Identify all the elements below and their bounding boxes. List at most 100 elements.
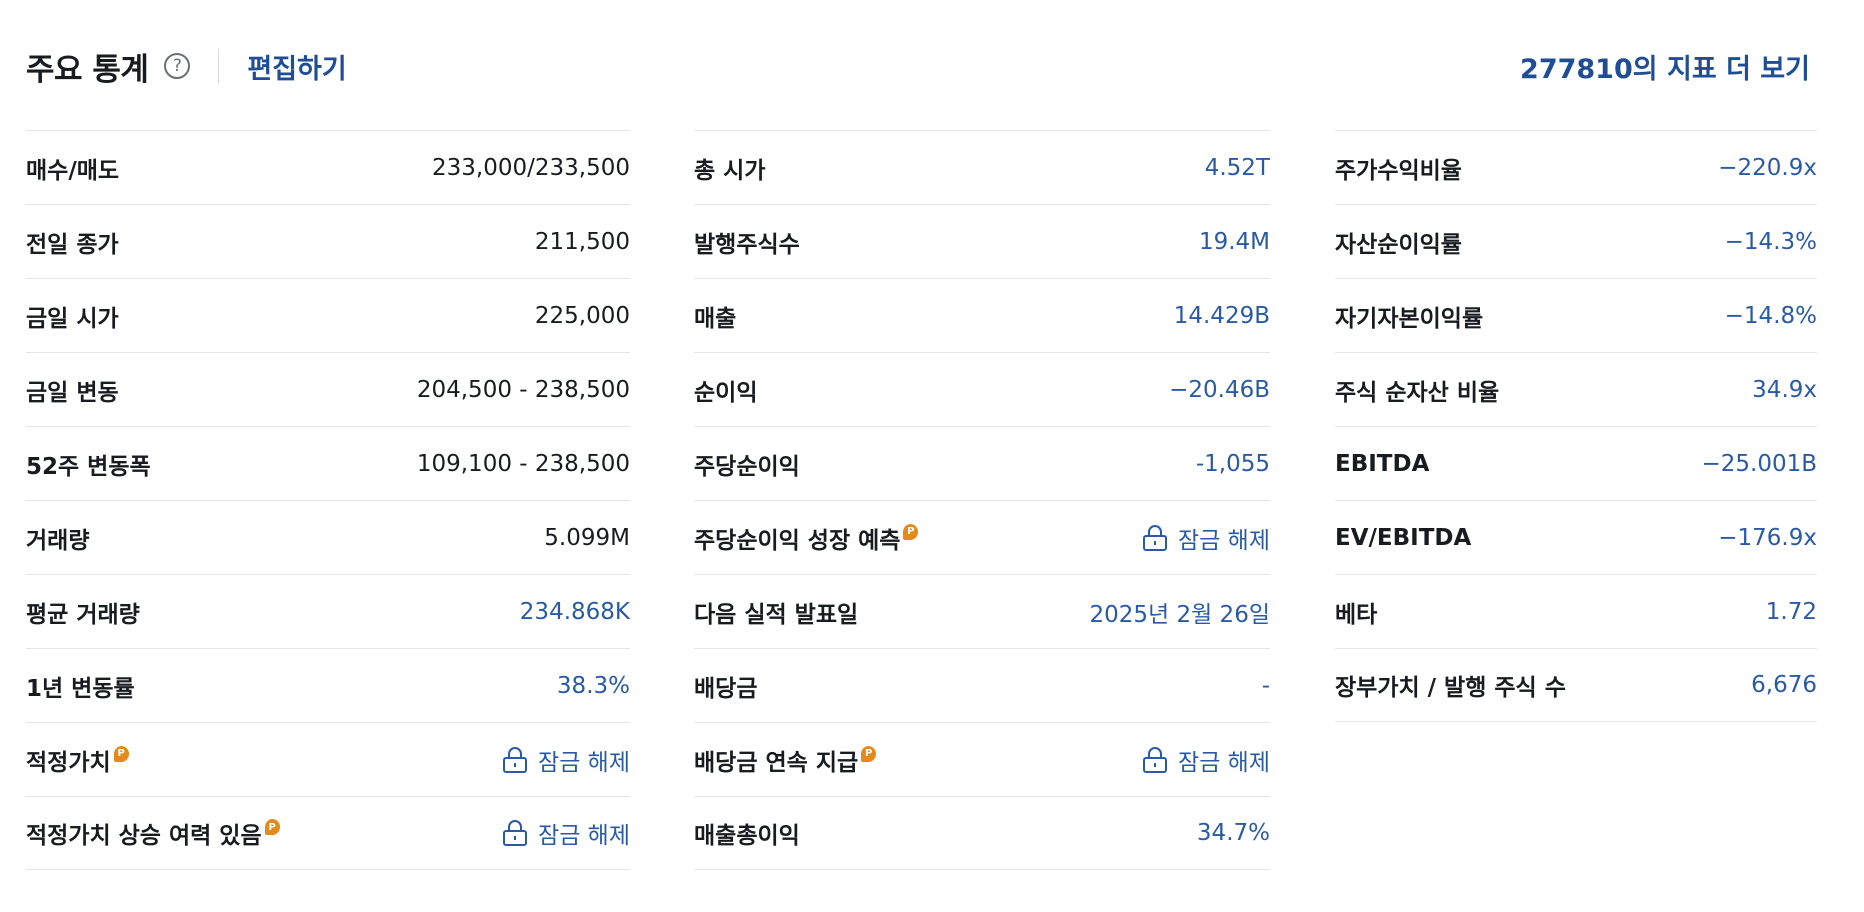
lock-icon xyxy=(1143,746,1168,773)
stat-value: 19.4M xyxy=(1199,229,1270,255)
stat-label-text: 금일 시가 xyxy=(26,305,119,332)
stat-value-text: 211,500 xyxy=(534,228,630,255)
stat-label-text: 매수/매도 xyxy=(26,157,120,184)
stat-value-text: 233,000/233,500 xyxy=(432,154,630,181)
stats-header: 주요 통계 ? 편집하기 277810의 지표 더 보기 xyxy=(26,40,1810,92)
lock-icon xyxy=(503,820,528,846)
stat-value: 5.099M xyxy=(544,525,630,551)
stat-row: 금일 시가 225,000 xyxy=(26,278,630,352)
stat-label: 매수/매도 xyxy=(26,151,119,185)
stat-row: 자산순이익률 −14.3% xyxy=(1335,204,1817,278)
stat-value-text: 34.9x xyxy=(1752,376,1817,403)
stat-label-text: 장부가치 / 발행 주식 수 xyxy=(1335,675,1566,701)
stat-label: EV/EBITDA xyxy=(1335,525,1471,551)
stat-label: 배당금 xyxy=(694,669,757,703)
stat-label-text: 순이익 xyxy=(694,379,758,406)
stat-value-text: 204,500 - 238,500 xyxy=(416,376,630,403)
stat-row: 적정가치 P 잠금 해제 xyxy=(26,722,630,796)
stat-row: 매출 14.429B xyxy=(694,278,1270,352)
stat-value-text: 225,000 xyxy=(534,302,630,329)
stat-value: 2025년 2월 26일 xyxy=(1089,595,1270,629)
stat-label: 1년 변동률 xyxy=(26,669,135,703)
stat-label: 주당순이익 xyxy=(694,447,800,481)
stat-row: 베타 1.72 xyxy=(1335,574,1817,648)
stat-value: −220.9x xyxy=(1718,155,1817,181)
stat-label: 전일 종가 xyxy=(26,225,119,259)
stat-label: 주식 순자산 비율 xyxy=(1335,373,1499,407)
stat-value-text: 4.52T xyxy=(1204,154,1270,181)
stat-value-text: 5.099M xyxy=(544,524,630,551)
unlock-link[interactable]: 잠금 해제 xyxy=(502,743,630,777)
stat-value-text: 14.429B xyxy=(1173,302,1270,329)
stat-value: 34.9x xyxy=(1752,377,1817,403)
help-icon[interactable]: ? xyxy=(164,53,191,79)
stat-label-text: 다음 실적 발표일 xyxy=(694,601,859,628)
stat-row: 주당순이익 -1,055 xyxy=(694,426,1270,500)
stat-value: 225,000 xyxy=(535,303,630,329)
stat-row: EBITDA −25.001B xyxy=(1335,426,1817,500)
stat-value: 14.429B xyxy=(1174,303,1270,329)
stat-row: 주당순이익 성장 예측 P 잠금 해제 xyxy=(694,500,1270,574)
stat-row: 발행주식수 19.4M xyxy=(694,204,1270,278)
stat-row: 순이익 −20.46B xyxy=(694,352,1270,426)
stat-row: 매출총이익 34.7% xyxy=(694,796,1270,870)
stat-value-text: −14.3% xyxy=(1724,228,1817,255)
stat-label-text: 52주 변동폭 xyxy=(26,453,151,480)
stat-value-text: 잠금 해제 xyxy=(1178,749,1270,776)
stat-value: −14.8% xyxy=(1725,303,1817,329)
stat-value-text: 2025년 2월 26일 xyxy=(1089,601,1270,628)
stat-row: 전일 종가 211,500 xyxy=(26,204,630,278)
stat-row: EV/EBITDA −176.9x xyxy=(1335,500,1817,574)
stat-value-text: 34.7% xyxy=(1196,820,1270,846)
pro-badge-icon: P xyxy=(113,745,129,762)
stat-row: 자기자본이익률 −14.8% xyxy=(1335,278,1817,352)
stat-row: 주가수익비율 −220.9x xyxy=(1335,130,1817,204)
stat-label-text: 매출 xyxy=(694,305,737,332)
unlock-link[interactable]: 잠금 해제 xyxy=(1142,521,1270,555)
stat-label: 발행주식수 xyxy=(694,225,800,259)
stat-label-text: EV/EBITDA xyxy=(1335,524,1472,551)
stat-label-text: 주당순이익 성장 예측 xyxy=(694,527,901,554)
stat-value-text: −25.001B xyxy=(1701,450,1817,477)
stat-row: 장부가치 / 발행 주식 수 6,676 xyxy=(1335,648,1817,722)
stat-value: 38.3% xyxy=(557,673,630,699)
unlock-link[interactable]: 잠금 해제 xyxy=(1142,743,1270,777)
stat-label-text: 주당순이익 xyxy=(694,453,800,480)
stat-label: 주당순이익 성장 예측 P xyxy=(694,521,919,555)
unlock-link[interactable]: 잠금 해제 xyxy=(502,816,630,850)
stat-label-text: 적정가치 상승 여력 있음 xyxy=(26,823,262,849)
stat-label: 다음 실적 발표일 xyxy=(694,595,858,629)
stat-value-text: −20.46B xyxy=(1169,376,1270,403)
stat-value-text: 19.4M xyxy=(1198,228,1270,255)
header-divider xyxy=(218,49,220,83)
stat-label-text: 발행주식수 xyxy=(694,231,800,258)
stat-value: 34.7% xyxy=(1197,820,1270,846)
stat-label: 자산순이익률 xyxy=(1335,225,1462,259)
stat-value: −25.001B xyxy=(1701,451,1817,477)
stat-label-text: 전일 종가 xyxy=(26,231,119,258)
stat-label-text: 금일 변동 xyxy=(26,379,119,406)
stat-label-text: 자기자본이익률 xyxy=(1335,305,1484,332)
pro-badge-icon: P xyxy=(264,819,280,835)
stat-label: EBITDA xyxy=(1335,451,1429,477)
edit-link[interactable]: 편집하기 xyxy=(247,53,347,85)
stats-column-1: 매수/매도 233,000/233,500 전일 종가 211,500 금일 시가 225… xyxy=(26,130,630,870)
section-title: 주요 통계 xyxy=(26,51,149,88)
stat-label: 순이익 xyxy=(694,373,757,407)
stat-row: 52주 변동폭 109,100 - 238,500 xyxy=(26,426,630,500)
stat-value: - xyxy=(1262,673,1270,699)
stat-label-text: 자산순이익률 xyxy=(1335,231,1462,258)
stat-label-text: EBITDA xyxy=(1335,450,1430,477)
stat-row: 다음 실적 발표일 2025년 2월 26일 xyxy=(694,574,1270,648)
stat-label-text: 거래량 xyxy=(26,527,90,554)
stat-value-text: - xyxy=(1261,672,1270,699)
stat-value: −20.46B xyxy=(1169,377,1270,403)
stat-value-text: -1,055 xyxy=(1195,450,1270,477)
stat-row: 거래량 5.099M xyxy=(26,500,630,574)
stat-row: 주식 순자산 비율 34.9x xyxy=(1335,352,1817,426)
stat-label: 베타 xyxy=(1335,595,1377,629)
stat-label: 매출 xyxy=(694,299,736,333)
stat-row: 금일 변동 204,500 - 238,500 xyxy=(26,352,630,426)
more-metrics-link[interactable]: 277810의 지표 더 보기 xyxy=(1520,53,1810,85)
stat-value: −14.3% xyxy=(1725,229,1817,255)
